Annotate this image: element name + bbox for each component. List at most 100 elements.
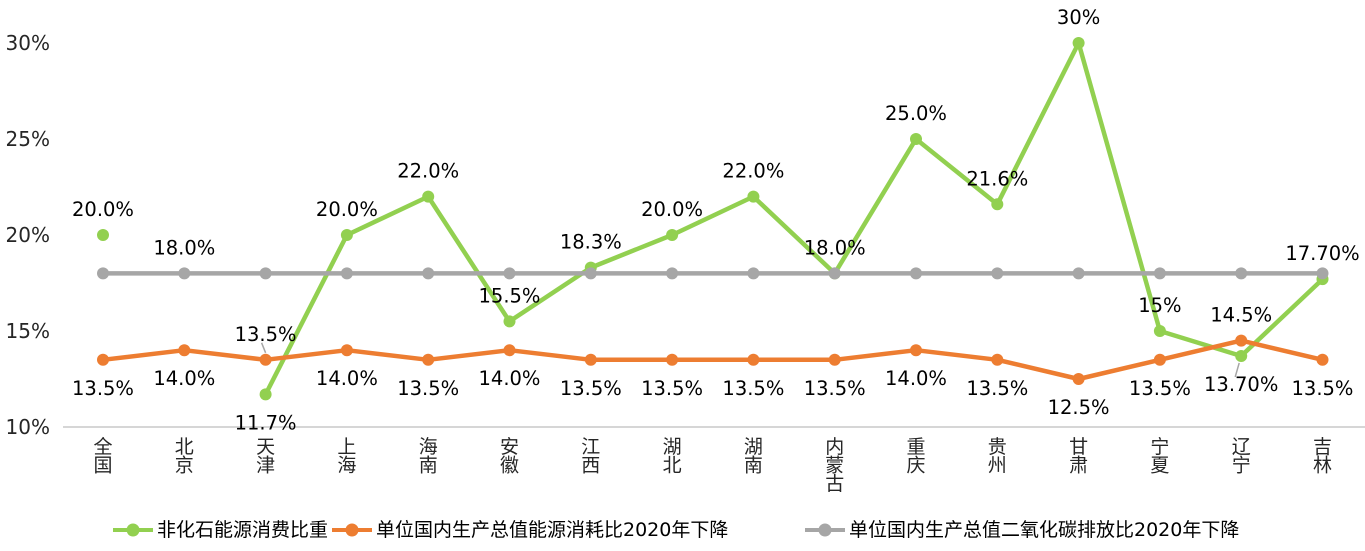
data-label: 18.0% bbox=[804, 236, 866, 259]
x-axis-label: 吉林 bbox=[1313, 436, 1332, 477]
data-point-non-fossil-energy-share-5 bbox=[503, 315, 516, 328]
line-chart: 30% 25% 20% 15% 10% 全国 北京 天津 上海 海南 安徽 江西 湖北 湖南 内蒙古 重庆 贵州… bbox=[6, 6, 1365, 495]
data-point-co2-intensity-reduction-7 bbox=[666, 267, 679, 280]
data-point-co2-intensity-reduction-8 bbox=[747, 267, 760, 280]
data-point-energy-intensity-reduction-12 bbox=[1072, 373, 1085, 385]
y-axis-label: 25% bbox=[6, 127, 50, 151]
data-label: 15.5% bbox=[479, 284, 541, 307]
data-point-energy-intensity-reduction-13 bbox=[1153, 353, 1166, 366]
x-axis-label: 甘肃 bbox=[1069, 436, 1088, 477]
legend-line-dot-icon bbox=[332, 523, 372, 537]
data-point-energy-intensity-reduction-10 bbox=[910, 344, 922, 357]
x-axis-label: 重庆 bbox=[906, 436, 925, 477]
legend: 非化石能源消费比重 单位国内生产总值能源消耗比2020年下降 单位国内生产总值二… bbox=[0, 512, 1365, 548]
label-leader-line bbox=[260, 342, 267, 354]
data-point-energy-intensity-reduction-4 bbox=[422, 353, 435, 366]
data-point-non-fossil-energy-share-0 bbox=[97, 229, 109, 241]
legend-item-energy-intensity-reduction: 单位国内生产总值能源消耗比2020年下降 bbox=[331, 512, 728, 548]
data-point-co2-intensity-reduction-2 bbox=[259, 267, 272, 280]
data-label: 18.0% bbox=[153, 236, 215, 259]
y-axis-label: 10% bbox=[6, 415, 50, 439]
legend-item-co2-intensity-reduction: 单位国内生产总值二氧化碳排放比2020年下降 bbox=[804, 512, 1239, 548]
data-label: 22.0% bbox=[397, 160, 459, 183]
data-label: 13.5% bbox=[560, 377, 622, 400]
data-point-energy-intensity-reduction-3 bbox=[340, 344, 353, 357]
data-label: 13.5% bbox=[1292, 377, 1354, 400]
x-axis-label: 全国 bbox=[93, 436, 112, 477]
data-point-non-fossil-energy-share-13 bbox=[1153, 325, 1166, 337]
data-label: 14.0% bbox=[885, 367, 947, 390]
data-point-co2-intensity-reduction-6 bbox=[584, 267, 597, 280]
data-label: 13.5% bbox=[722, 377, 784, 400]
x-axis-label: 湖南 bbox=[744, 436, 763, 477]
data-point-co2-intensity-reduction-15 bbox=[1316, 267, 1329, 280]
data-point-co2-intensity-reduction-1 bbox=[178, 267, 191, 280]
data-label: 13.5% bbox=[641, 377, 703, 400]
data-label: 18.3% bbox=[560, 231, 622, 254]
label-leader-line bbox=[1234, 362, 1240, 378]
data-point-non-fossil-energy-share-3 bbox=[340, 229, 353, 241]
data-label: 13.5% bbox=[804, 377, 866, 400]
data-point-non-fossil-energy-share-14 bbox=[1235, 349, 1248, 362]
data-point-co2-intensity-reduction-4 bbox=[422, 267, 435, 280]
series-line-non-fossil-energy-share bbox=[263, 40, 1325, 397]
data-label: 22.0% bbox=[722, 160, 784, 183]
data-point-energy-intensity-reduction-6 bbox=[584, 353, 597, 366]
data-point-energy-intensity-reduction-9 bbox=[828, 353, 841, 366]
data-label: 14.0% bbox=[479, 367, 541, 390]
data-point-co2-intensity-reduction-14 bbox=[1235, 267, 1248, 280]
data-point-energy-intensity-reduction-5 bbox=[503, 344, 516, 357]
data-point-energy-intensity-reduction-11 bbox=[991, 353, 1004, 366]
x-axis-label: 天津 bbox=[256, 436, 275, 477]
data-point-co2-intensity-reduction-0 bbox=[97, 267, 109, 280]
data-point-energy-intensity-reduction-7 bbox=[666, 353, 679, 366]
data-point-non-fossil-energy-share-11 bbox=[991, 198, 1004, 211]
data-label: 13.5% bbox=[72, 377, 134, 400]
data-point-co2-intensity-reduction-3 bbox=[340, 267, 353, 280]
legend-line-dot-icon bbox=[113, 523, 153, 537]
data-label: 11.7% bbox=[235, 411, 297, 434]
x-axis-label: 湖北 bbox=[663, 436, 682, 477]
data-label: 17.70% bbox=[1285, 242, 1359, 265]
data-point-energy-intensity-reduction-8 bbox=[747, 353, 760, 366]
data-point-non-fossil-energy-share-4 bbox=[422, 190, 435, 203]
x-axis-label: 宁夏 bbox=[1150, 436, 1169, 477]
data-label: 30% bbox=[1057, 6, 1100, 29]
data-point-energy-intensity-reduction-14 bbox=[1235, 334, 1248, 347]
data-label: 14.0% bbox=[153, 367, 215, 390]
series-line-energy-intensity-reduction bbox=[100, 338, 1325, 382]
data-label: 20.0% bbox=[641, 198, 703, 221]
data-label: 25.0% bbox=[885, 102, 947, 125]
x-axis-label: 贵州 bbox=[988, 436, 1007, 477]
data-point-energy-intensity-reduction-0 bbox=[97, 353, 109, 366]
data-point-non-fossil-energy-share-12 bbox=[1072, 37, 1085, 49]
legend-label: 非化石能源消费比重 bbox=[157, 518, 329, 541]
data-label: 20.0% bbox=[72, 198, 134, 221]
x-axis-label: 安徽 bbox=[500, 436, 519, 477]
x-axis-label: 辽宁 bbox=[1232, 436, 1251, 477]
data-point-non-fossil-energy-share-7 bbox=[666, 229, 679, 241]
data-point-energy-intensity-reduction-15 bbox=[1316, 353, 1329, 366]
legend-label: 单位国内生产总值能源消耗比2020年下降 bbox=[376, 518, 729, 541]
data-label: 13.5% bbox=[397, 377, 459, 400]
y-axis-label: 20% bbox=[6, 223, 50, 247]
data-label: 14.0% bbox=[316, 367, 378, 390]
data-label: 13.5% bbox=[1129, 377, 1191, 400]
data-point-co2-intensity-reduction-11 bbox=[991, 267, 1004, 280]
data-label: 20.0% bbox=[316, 198, 378, 221]
data-label: 21.6% bbox=[966, 167, 1028, 190]
y-axis-label: 30% bbox=[6, 31, 50, 55]
data-point-non-fossil-energy-share-8 bbox=[747, 190, 760, 203]
data-point-co2-intensity-reduction-13 bbox=[1153, 267, 1166, 280]
data-label: 13.70% bbox=[1204, 373, 1278, 396]
data-point-energy-intensity-reduction-1 bbox=[178, 344, 191, 357]
x-axis-label: 内蒙古 bbox=[825, 436, 844, 495]
legend-label: 单位国内生产总值二氧化碳排放比2020年下降 bbox=[849, 518, 1240, 541]
x-axis-label: 海南 bbox=[419, 436, 438, 477]
x-axis-label: 上海 bbox=[337, 436, 356, 477]
x-axis-label: 北京 bbox=[175, 436, 194, 477]
data-point-co2-intensity-reduction-12 bbox=[1072, 267, 1085, 280]
data-label: 15% bbox=[1138, 294, 1181, 317]
data-label: 13.5% bbox=[235, 323, 297, 346]
